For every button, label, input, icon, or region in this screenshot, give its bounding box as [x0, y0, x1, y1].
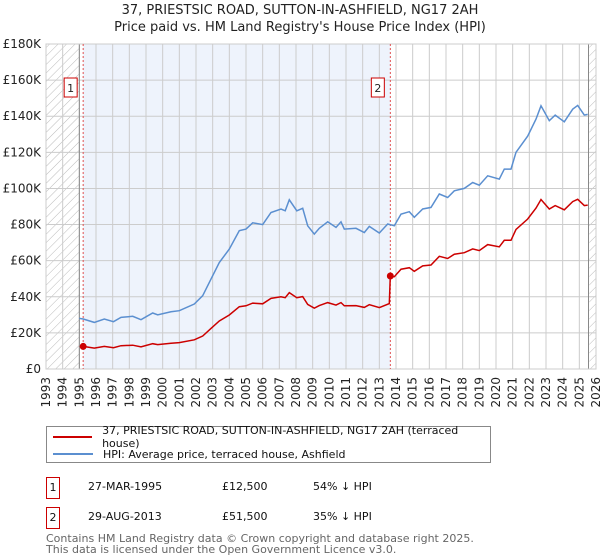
sale-annotation-box: [370, 77, 385, 98]
x-tick-label: 2010: [322, 377, 336, 408]
sale-date: 27-MAR-1995: [88, 480, 163, 493]
sale-point: [386, 272, 394, 280]
y-tick-label: £0: [26, 362, 41, 376]
x-tick-label: 2025: [572, 377, 586, 408]
legend-item-hpi: HPI: Average price, terraced house, Ashf…: [53, 446, 345, 462]
no-data-hatched-region: [589, 44, 596, 369]
sale-price: £51,500: [222, 510, 268, 523]
x-tick-label: 2011: [339, 377, 353, 408]
x-tick-label: 2019: [472, 377, 486, 408]
chart-legend: 37, PRIESTSIC ROAD, SUTTON-IN-ASHFIELD, …: [46, 424, 491, 463]
sale-hpi-delta: 54% ↓ HPI: [313, 480, 372, 493]
sale-number-badge: 1: [46, 477, 60, 499]
sale-annotation-label: 2: [374, 82, 381, 95]
x-tick-label: 2020: [489, 377, 503, 408]
x-tick-label: 2003: [206, 377, 220, 408]
x-tick-label: 2001: [172, 377, 186, 408]
y-tick-label: £60K: [10, 254, 42, 268]
x-tick-label: 2024: [556, 377, 570, 408]
x-tick-label: 2016: [422, 377, 436, 408]
x-tick-label: 2000: [156, 377, 170, 408]
y-tick-label: £180K: [3, 37, 43, 51]
y-tick-label: £120K: [3, 145, 43, 159]
x-tick-label: 2008: [289, 377, 303, 408]
x-tick-label: 2023: [539, 377, 553, 408]
y-tick-label: £160K: [3, 73, 43, 87]
x-tick-label: 2009: [306, 377, 320, 408]
sale-row: 1 27-MAR-1995 £12,500 54% ↓ HPI: [46, 477, 446, 499]
plot-border: [45, 43, 597, 370]
x-tick-label: 2004: [222, 377, 236, 408]
x-tick-label: 2005: [239, 377, 253, 408]
x-tick-label: 2026: [589, 377, 600, 408]
legend-swatch-red: [53, 436, 93, 438]
x-tick-label: 2014: [389, 377, 403, 408]
sale-hpi-delta: 35% ↓ HPI: [313, 510, 372, 523]
chart-subtitle: Price paid vs. HM Land Registry's House …: [114, 20, 486, 35]
sale-number-badge: 2: [46, 507, 60, 529]
sale-annotation-box: [63, 77, 78, 98]
sale-date: 29-AUG-2013: [88, 510, 162, 523]
sale-annotation-label: 1: [67, 82, 74, 95]
x-tick-label: 2022: [522, 377, 536, 408]
x-tick-label: 2012: [356, 377, 370, 408]
y-tick-label: £20K: [10, 326, 42, 340]
chart-title: 37, PRIESTSIC ROAD, SUTTON-IN-ASHFIELD, …: [121, 3, 479, 18]
x-tick-label: 1997: [106, 377, 120, 408]
y-tick-label: £140K: [3, 109, 43, 123]
x-tick-label: 2006: [256, 377, 270, 408]
y-tick-label: £100K: [3, 181, 43, 195]
x-tick-label: 2015: [406, 377, 420, 408]
footer-licence: This data is licensed under the Open Gov…: [46, 543, 397, 556]
legend-item-property: 37, PRIESTSIC ROAD, SUTTON-IN-ASHFIELD, …: [53, 424, 490, 450]
x-tick-label: 1994: [56, 377, 70, 408]
x-tick-label: 1995: [72, 377, 86, 408]
property-price-line: [83, 198, 588, 349]
legend-swatch-blue: [53, 453, 93, 455]
x-tick-label: 2018: [456, 377, 470, 408]
x-tick-label: 1993: [39, 377, 53, 408]
y-tick-label: £80K: [10, 218, 42, 232]
x-tick-label: 2013: [372, 377, 386, 408]
legend-label-hpi: HPI: Average price, terraced house, Ashf…: [103, 447, 346, 461]
hpi-line: [79, 104, 588, 324]
x-tick-label: 2002: [189, 377, 203, 408]
ownership-shaded-region: [83, 44, 391, 369]
x-tick-label: 2007: [272, 377, 286, 408]
sale-row: 2 29-AUG-2013 £51,500 35% ↓ HPI: [46, 507, 446, 529]
price-chart: 1993 1994 1995 1996 1997 1998 1999 2000 2001 2002…: [3, 37, 600, 408]
y-tick-label: £40K: [10, 290, 42, 304]
sale-price: £12,500: [222, 480, 268, 493]
footer-copyright: Contains HM Land Registry data © Crown c…: [46, 532, 474, 545]
x-tick-label: 1998: [122, 377, 136, 408]
sale-point: [79, 342, 87, 350]
x-tick-label: 2021: [506, 377, 520, 408]
legend-label-property: 37, PRIESTSIC ROAD, SUTTON-IN-ASHFIELD, …: [102, 424, 459, 450]
x-tick-label: 1996: [89, 377, 103, 408]
x-tick-label: 2017: [439, 377, 453, 408]
x-tick-label: 1999: [139, 377, 153, 408]
